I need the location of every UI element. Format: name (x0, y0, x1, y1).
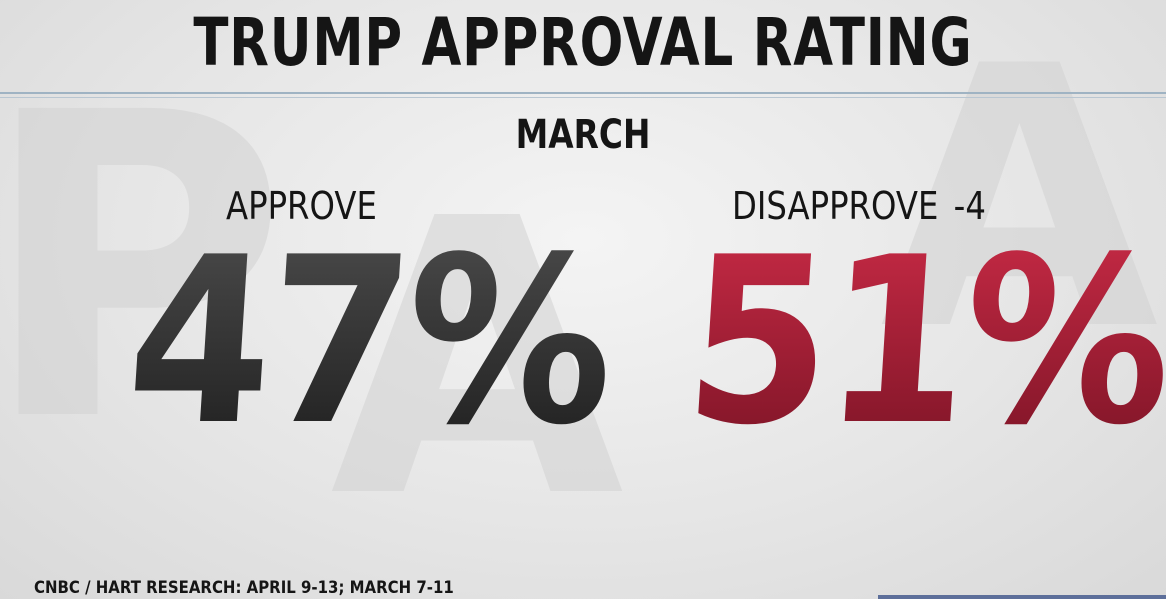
disapprove-label-group: DISAPPROVE -4 (732, 184, 986, 228)
disapprove-label: DISAPPROVE (732, 184, 939, 228)
background-decoration: P (0, 60, 288, 480)
title-divider-secondary (0, 97, 1166, 98)
disapprove-value: 51% (678, 209, 1166, 476)
page-title: TRUMP APPROVAL RATING (193, 4, 973, 81)
title-divider (0, 92, 1166, 94)
background-decoration: A (880, 0, 1159, 409)
approve-label: APPROVE (226, 184, 377, 228)
disapprove-change: -4 (953, 184, 986, 228)
period-subtitle: MARCH (515, 112, 651, 158)
approve-value: 47% (120, 209, 617, 476)
background-decoration: A (330, 170, 624, 550)
bottom-ticker-strip (878, 595, 1166, 599)
source-caption: CNBC / HART RESEARCH: APRIL 9-13; MARCH … (34, 578, 454, 598)
